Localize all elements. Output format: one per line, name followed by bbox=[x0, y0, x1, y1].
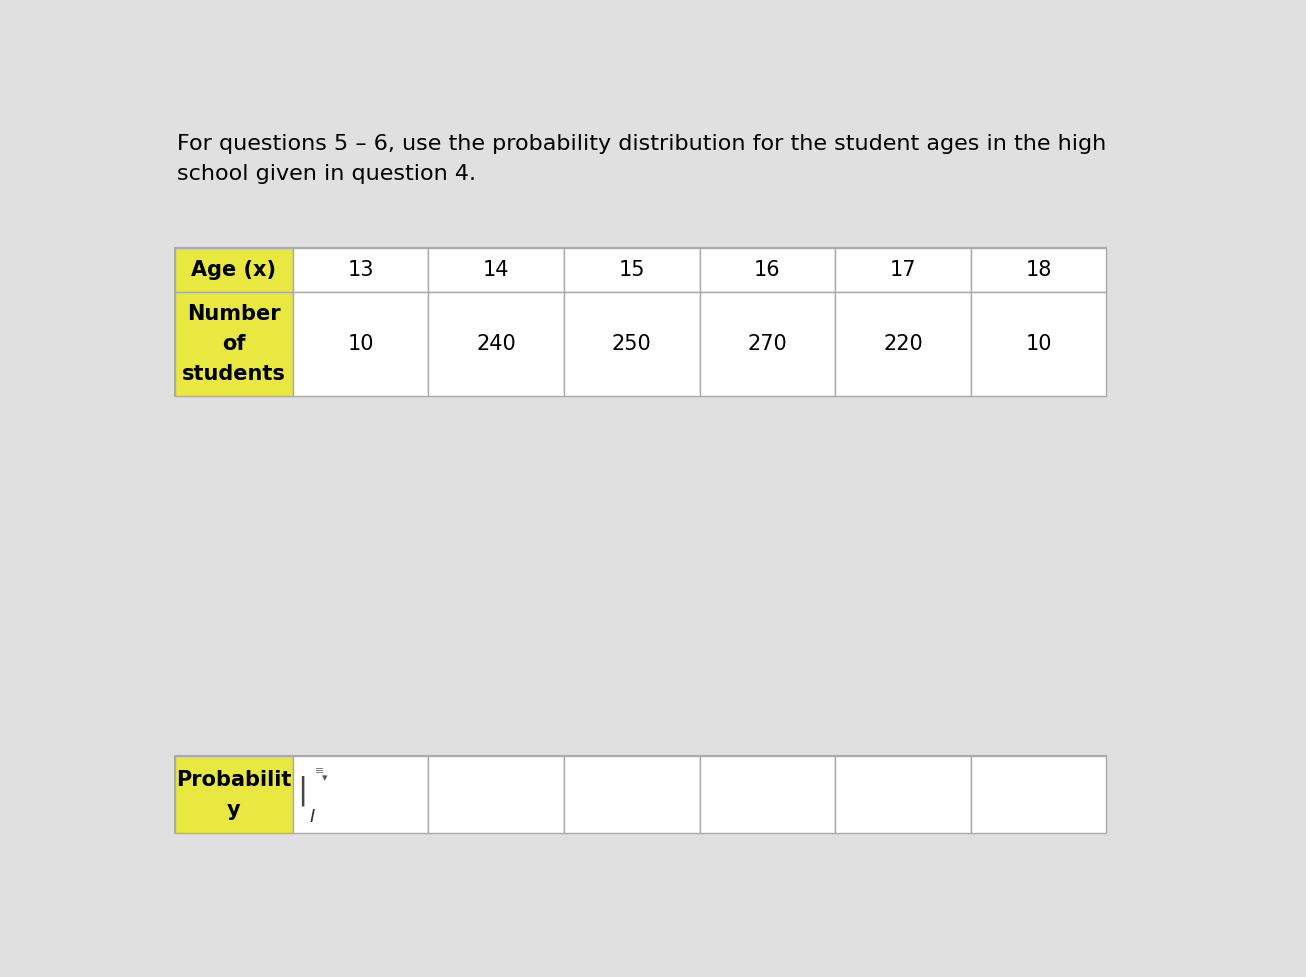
Text: For questions 5 – 6, use the probability distribution for the student ages in th: For questions 5 – 6, use the probability… bbox=[178, 134, 1106, 184]
Text: |: | bbox=[298, 776, 308, 806]
Text: 10: 10 bbox=[347, 334, 374, 354]
Bar bbox=[175, 756, 1106, 833]
Bar bbox=[428, 248, 564, 292]
Bar bbox=[175, 292, 293, 396]
Bar bbox=[175, 756, 293, 833]
Text: 15: 15 bbox=[619, 260, 645, 280]
Bar bbox=[564, 248, 700, 292]
Bar bbox=[700, 292, 835, 396]
Text: Probabilit
y: Probabilit y bbox=[176, 770, 291, 820]
Bar bbox=[175, 248, 1106, 396]
Bar bbox=[970, 756, 1106, 833]
Text: 13: 13 bbox=[347, 260, 374, 280]
Bar bbox=[293, 292, 428, 396]
Bar bbox=[564, 292, 700, 396]
Bar bbox=[175, 248, 293, 292]
Text: Age (x): Age (x) bbox=[191, 260, 277, 280]
Bar bbox=[700, 248, 835, 292]
Bar bbox=[700, 756, 835, 833]
Bar bbox=[835, 248, 970, 292]
Bar bbox=[835, 756, 970, 833]
Bar bbox=[564, 756, 700, 833]
Bar bbox=[428, 292, 564, 396]
Text: 220: 220 bbox=[883, 334, 923, 354]
Text: 240: 240 bbox=[477, 334, 516, 354]
Bar bbox=[293, 756, 428, 833]
Bar bbox=[293, 248, 428, 292]
Bar bbox=[428, 756, 564, 833]
Text: 17: 17 bbox=[889, 260, 917, 280]
Text: 16: 16 bbox=[754, 260, 781, 280]
Text: 250: 250 bbox=[613, 334, 652, 354]
Text: 10: 10 bbox=[1025, 334, 1051, 354]
Bar bbox=[970, 292, 1106, 396]
Text: I: I bbox=[310, 808, 315, 826]
Text: 270: 270 bbox=[747, 334, 788, 354]
Text: ▾: ▾ bbox=[323, 773, 328, 784]
Bar bbox=[835, 292, 970, 396]
Text: Number
of
students: Number of students bbox=[182, 305, 286, 384]
Text: 14: 14 bbox=[483, 260, 509, 280]
Bar bbox=[970, 248, 1106, 292]
Text: 18: 18 bbox=[1025, 260, 1051, 280]
Text: ≡: ≡ bbox=[315, 766, 324, 776]
